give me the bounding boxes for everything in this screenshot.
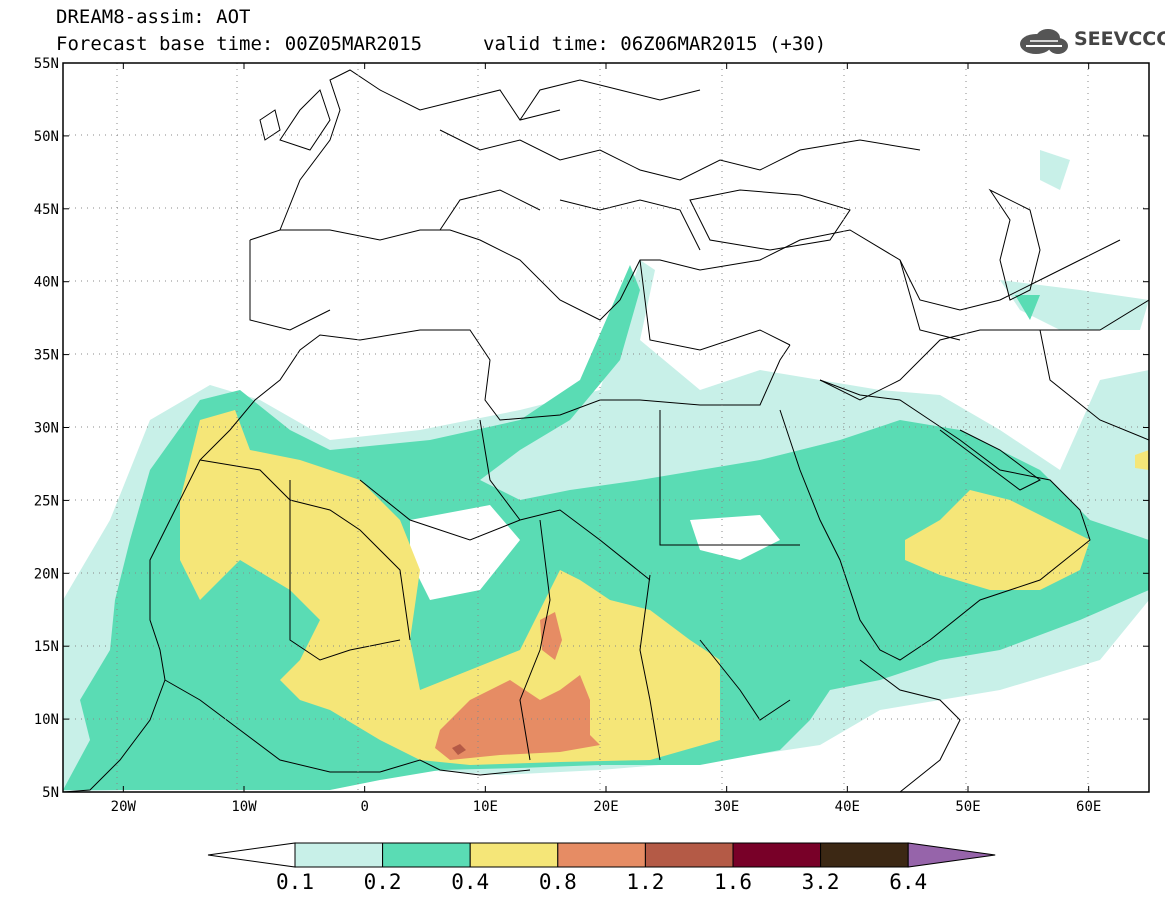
lat-label: 45N (34, 202, 59, 218)
lat-label: 50N (34, 129, 59, 145)
lat-label: 20N (34, 566, 59, 582)
colorbar-level-label: 0.2 (364, 870, 402, 894)
seevccc-logo: SEEVCCC (1016, 24, 1165, 58)
logo-text: SEEVCCC (1074, 28, 1165, 50)
lon-label: 20W (111, 799, 137, 815)
colorbar-swatch (644, 842, 734, 868)
colorbar-level-label: 3.2 (802, 870, 840, 894)
lat-label: 25N (34, 493, 59, 509)
cloud-icon (1020, 29, 1068, 54)
lat-label: 35N (34, 348, 59, 364)
lon-label: 10W (231, 799, 257, 815)
lon-label: 30E (714, 799, 739, 815)
aot-field (63, 63, 1149, 792)
colorbar-swatch (382, 842, 471, 868)
lat-label: 30N (34, 421, 59, 437)
colorbar-high-arrow (907, 842, 996, 868)
lon-label: 50E (955, 799, 980, 815)
aot-band-1.2 (452, 744, 466, 755)
valid-time-label: valid time: 06Z06MAR2015 (+30) (483, 33, 827, 55)
map-title: DREAM8-assim: AOT (56, 6, 251, 28)
lon-axis: 20W 10W 0 10E 20E 30E 40E 50E 60E (111, 63, 1101, 815)
colorbar-level-label: 0.8 (539, 870, 577, 894)
colorbar-swatch (469, 842, 559, 868)
coastlines (63, 69, 1149, 792)
lon-label: 40E (835, 799, 860, 815)
lat-label: 15N (34, 639, 59, 655)
colorbar-level-label: 1.2 (626, 870, 664, 894)
lat-label: 10N (34, 712, 59, 728)
colorbar-swatch (820, 842, 909, 868)
base-time-label: Forecast base time: 00Z05MAR2015 (56, 33, 423, 55)
colorbar-level-label: 0.1 (276, 870, 314, 894)
lat-axis: 5N 10N 15N 20N 25N 30N 35N 40N 45N 50N 55N (34, 56, 1149, 801)
lon-label: 20E (593, 799, 618, 815)
colorbar: 0.1 0.2 0.4 0.8 1.2 1.6 3.2 6.4 (207, 842, 996, 894)
lat-label: 5N (42, 785, 59, 801)
colorbar-swatch (732, 842, 822, 868)
colorbar-level-label: 6.4 (889, 870, 927, 894)
graticule (63, 63, 1149, 792)
colorbar-swatch (294, 842, 384, 868)
lon-label: 0 (360, 799, 368, 815)
lat-label: 40N (34, 275, 59, 291)
colorbar-swatch (557, 842, 646, 868)
lon-label: 60E (1076, 799, 1101, 815)
lat-label: 55N (34, 56, 59, 72)
colorbar-level-label: 1.6 (714, 870, 752, 894)
lon-label: 10E (473, 799, 498, 815)
colorbar-low-arrow (207, 842, 296, 868)
colorbar-level-label: 0.4 (451, 870, 489, 894)
aot-band-0.4 (180, 410, 1149, 765)
